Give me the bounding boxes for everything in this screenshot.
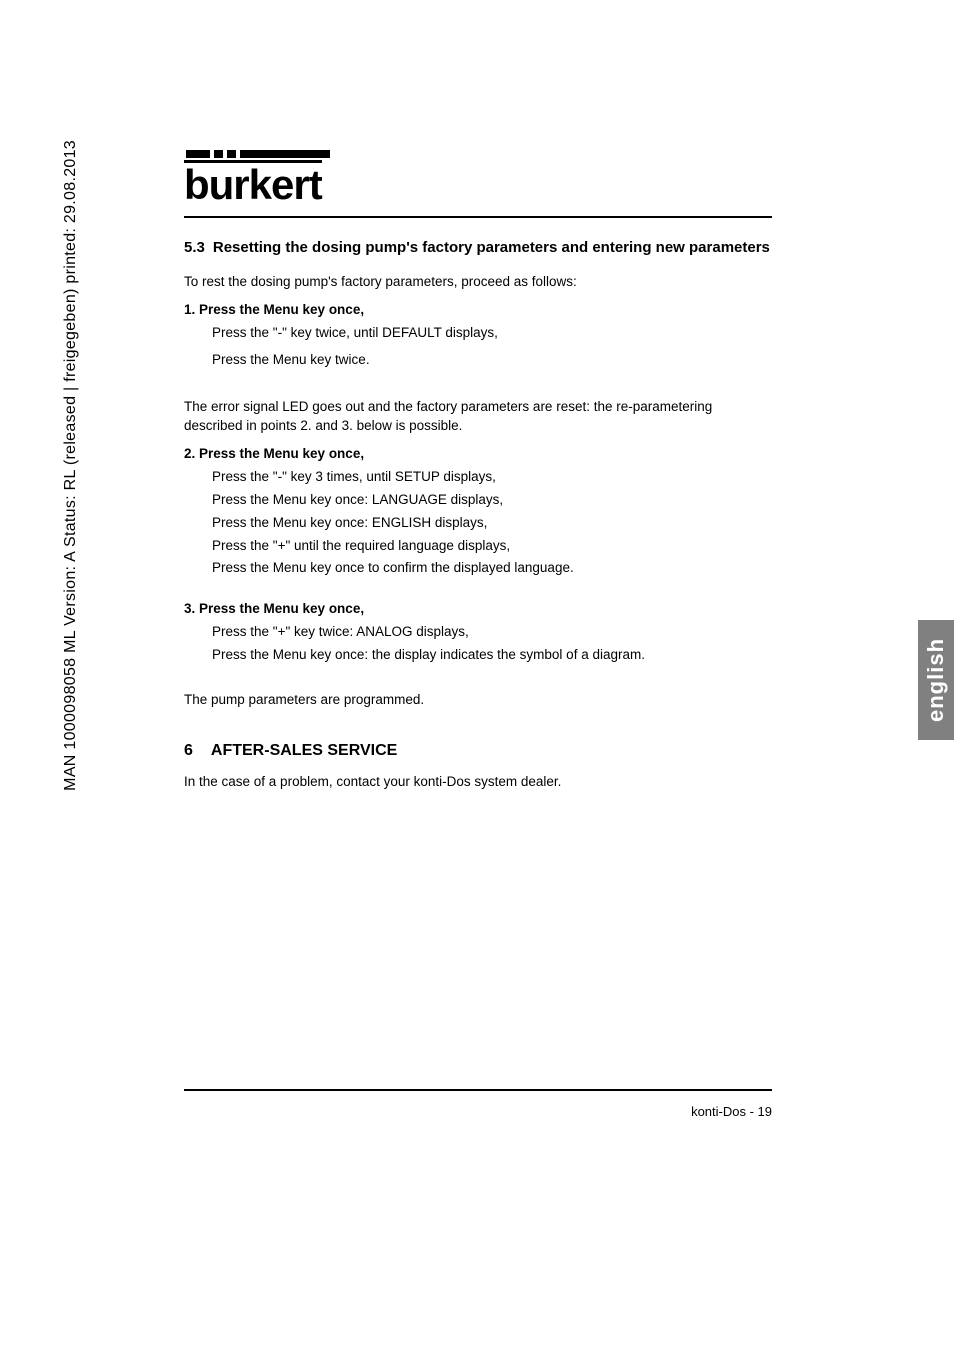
step-line: Press the "-" key twice, until DEFAULT d… <box>212 323 772 344</box>
section-6: 6 AFTER-SALES SERVICE In the case of a p… <box>184 742 772 792</box>
section-title: Resetting the dosing pump's factory para… <box>213 238 772 258</box>
section-6-body: In the case of a problem, contact your k… <box>184 772 772 792</box>
step-line: Press the Menu key once: LANGUAGE displa… <box>212 490 772 511</box>
section-title: AFTER-SALES SERVICE <box>211 742 397 760</box>
page-content: burkert 5.3 Resetting the dosing pump's … <box>184 150 772 801</box>
step-line: Press the "-" key 3 times, until SETUP d… <box>212 467 772 488</box>
header-rule <box>184 216 772 218</box>
logo-dot <box>214 150 223 158</box>
footer-page-label: konti-Dos - 19 <box>184 1104 772 1119</box>
section-6-heading: 6 AFTER-SALES SERVICE <box>184 742 772 760</box>
step-line: Press the "+" key twice: ANALOG displays… <box>212 622 772 643</box>
footer-rule <box>184 1089 772 1091</box>
step-3-body: Press the "+" key twice: ANALOG displays… <box>212 622 772 666</box>
step-1-body: Press the "-" key twice, until DEFAULT d… <box>212 323 772 371</box>
logo-dots <box>186 150 772 158</box>
burkert-logo: burkert <box>184 150 772 206</box>
logo-dot <box>186 150 210 158</box>
step-1-heading: 1. Press the Menu key once, <box>184 302 772 317</box>
section-5-3-heading: 5.3 Resetting the dosing pump's factory … <box>184 238 772 258</box>
step-line: Press the Menu key once to confirm the d… <box>212 558 772 579</box>
step-line: Press the Menu key once: the display ind… <box>212 645 772 666</box>
logo-dot <box>240 150 330 158</box>
step-2-heading: 2. Press the Menu key once, <box>184 446 772 461</box>
step-line: Press the Menu key twice. <box>212 350 772 371</box>
document-meta-sidebar: MAN 1000098058 ML Version: A Status: RL … <box>62 140 80 791</box>
language-tab-label: english <box>923 638 949 722</box>
intro-text: To rest the dosing pump's factory parame… <box>184 272 772 292</box>
section-number: 6 <box>184 742 193 760</box>
closing-text: The pump parameters are programmed. <box>184 690 772 710</box>
step-line: Press the "+" until the required languag… <box>212 536 772 557</box>
section-number: 5.3 <box>184 238 205 258</box>
logo-dot <box>227 150 236 158</box>
step-3-heading: 3. Press the Menu key once, <box>184 601 772 616</box>
led-note: The error signal LED goes out and the fa… <box>184 397 772 436</box>
step-line: Press the Menu key once: ENGLISH display… <box>212 513 772 534</box>
logo-wordmark: burkert <box>184 160 322 206</box>
language-tab: english <box>918 620 954 740</box>
step-2-body: Press the "-" key 3 times, until SETUP d… <box>212 467 772 580</box>
